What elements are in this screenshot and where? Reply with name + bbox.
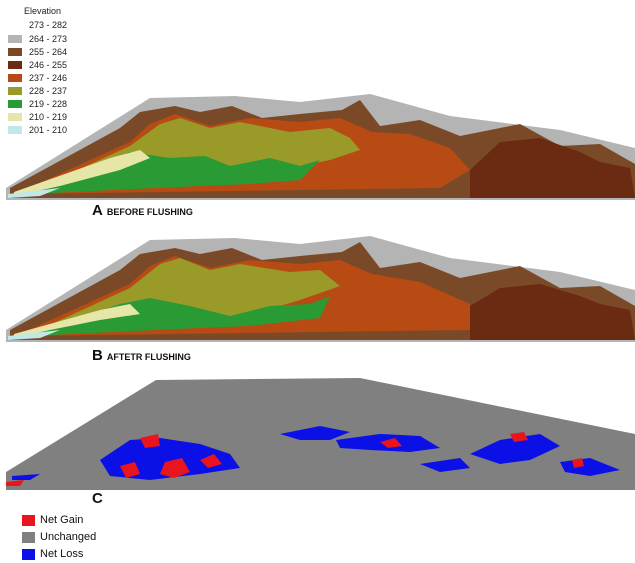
net-gain-patch <box>120 462 140 478</box>
panel-letter: C <box>92 490 103 507</box>
panel-c-label: C <box>92 490 107 507</box>
elevation-legend-item: 237 - 246 <box>8 72 68 83</box>
terrain-bed <box>14 304 140 338</box>
terrain-bed-low <box>8 188 60 198</box>
net-gain-patch <box>200 454 222 468</box>
terrain-bed <box>14 150 150 196</box>
legend-swatch <box>8 60 22 69</box>
elevation-legend-item: 264 - 273 <box>8 33 68 44</box>
legend-swatch <box>8 20 22 29</box>
net-gain-patch <box>6 480 24 486</box>
legend-swatch <box>8 86 22 95</box>
legend-label: 264 - 273 <box>29 33 68 44</box>
net-loss-patch <box>470 434 560 464</box>
legend-label: Unchanged <box>40 531 97 543</box>
net-gain-patch <box>380 438 402 448</box>
elevation-legend-item: 255 - 264 <box>8 46 68 57</box>
legend-swatch <box>8 112 22 121</box>
terrain-channel <box>30 152 320 194</box>
legend-swatch <box>8 99 22 108</box>
net-loss-patch <box>420 458 470 472</box>
net-gain-patch <box>510 432 528 442</box>
elevation-legend-item: 273 - 282 <box>8 19 68 30</box>
net-loss-patch <box>280 426 350 440</box>
difference-legend-item: Unchanged <box>22 530 96 544</box>
legend-label: 201 - 210 <box>29 124 68 135</box>
panel-letter: A <box>92 202 103 219</box>
terrain-map-after <box>0 232 635 342</box>
terrain-bed-low <box>8 330 60 340</box>
legend-swatch <box>8 125 22 134</box>
legend-label: 219 - 228 <box>29 98 68 109</box>
elevation-legend-item: 246 - 255 <box>8 59 68 70</box>
legend-label: 255 - 264 <box>29 46 68 57</box>
legend-label: 210 - 219 <box>29 111 68 122</box>
legend-swatch <box>8 34 22 43</box>
panel-letter: B <box>92 347 103 364</box>
elevation-legend-item: 201 - 210 <box>8 124 68 135</box>
terrain-channel <box>30 296 330 336</box>
legend-swatch <box>8 73 22 82</box>
difference-legend-item: Net Gain <box>22 513 83 527</box>
panel-b-label: B AFTETR FLUSHING <box>92 347 191 364</box>
terrain-shadow <box>470 138 635 198</box>
difference-legend-item: Net Loss <box>22 547 83 561</box>
legend-label: Net Loss <box>40 548 84 560</box>
terrain-shadow <box>470 284 635 340</box>
elevation-legend-item: 210 - 219 <box>8 111 68 122</box>
legend-label: 228 - 237 <box>29 85 68 96</box>
net-gain-patch <box>140 434 160 448</box>
legend-label: 273 - 282 <box>29 19 68 30</box>
panel-a-label: A BEFORE FLUSHING <box>92 202 193 219</box>
difference-map <box>6 378 635 490</box>
legend-swatch <box>22 531 35 543</box>
panel-title: BEFORE FLUSHING <box>106 207 193 217</box>
net-gain-patch <box>572 458 584 468</box>
net-loss-patch <box>12 474 40 480</box>
legend-swatch <box>22 514 35 526</box>
elevation-legend-title: Elevation <box>24 6 62 16</box>
panel-title: AFTETR FLUSHING <box>106 352 191 362</box>
legend-swatch <box>22 548 35 560</box>
legend-label: 237 - 246 <box>29 72 68 83</box>
legend-label: Net Gain <box>40 514 84 526</box>
legend-label: 246 - 255 <box>29 59 68 70</box>
net-gain-patch <box>160 458 190 478</box>
elevation-legend-item: 219 - 228 <box>8 98 68 109</box>
net-gain-patches <box>6 432 584 486</box>
legend-swatch <box>8 47 22 56</box>
elevation-legend-item: 228 - 237 <box>8 85 68 96</box>
terrain-map-before <box>0 90 635 200</box>
